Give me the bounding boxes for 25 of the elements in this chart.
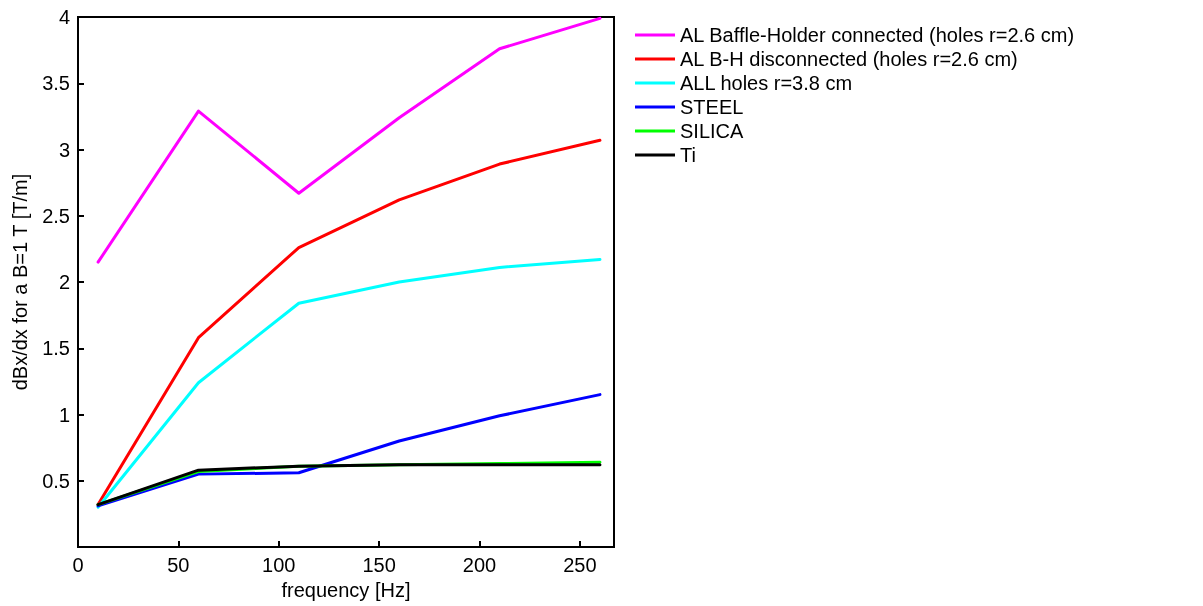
legend-label: ALL holes r=3.8 cm xyxy=(680,72,853,94)
y-tick-label: 2 xyxy=(58,271,70,293)
legend-label: AL Baffle-Holder connected (holes r=2.6 cm) xyxy=(680,24,1075,46)
line-series xyxy=(96,257,602,509)
y-tick-label: 3 xyxy=(58,138,70,161)
legend-label: Ti xyxy=(680,144,696,166)
line-series xyxy=(96,16,602,264)
x-axis-title: frequency [Hz] xyxy=(281,578,411,601)
y-tick-label: 2.5 xyxy=(42,204,70,227)
x-tick-label: 0 xyxy=(72,554,84,576)
x-tick-label: 200 xyxy=(462,554,497,576)
legend-label: STEEL xyxy=(680,96,744,118)
y-tick-label: 3.5 xyxy=(42,72,70,95)
y-tick-label: 0.5 xyxy=(42,469,70,492)
x-tick-label: 150 xyxy=(362,554,396,576)
x-tick-label: 50 xyxy=(167,554,190,576)
line-series xyxy=(96,393,602,508)
legend-label: AL B-H disconnected (holes r=2.6 cm) xyxy=(680,48,1018,70)
legend-label: SILICA xyxy=(680,120,745,142)
y-tick-label: 4 xyxy=(58,6,70,28)
y-axis-title: dBx/dx for a B=1 T [T/m] xyxy=(9,173,31,391)
y-tick-label: 1 xyxy=(58,403,70,426)
x-tick-label: 100 xyxy=(262,554,296,576)
x-tick-label: 250 xyxy=(563,554,597,576)
y-tick-label: 1.5 xyxy=(42,337,70,360)
